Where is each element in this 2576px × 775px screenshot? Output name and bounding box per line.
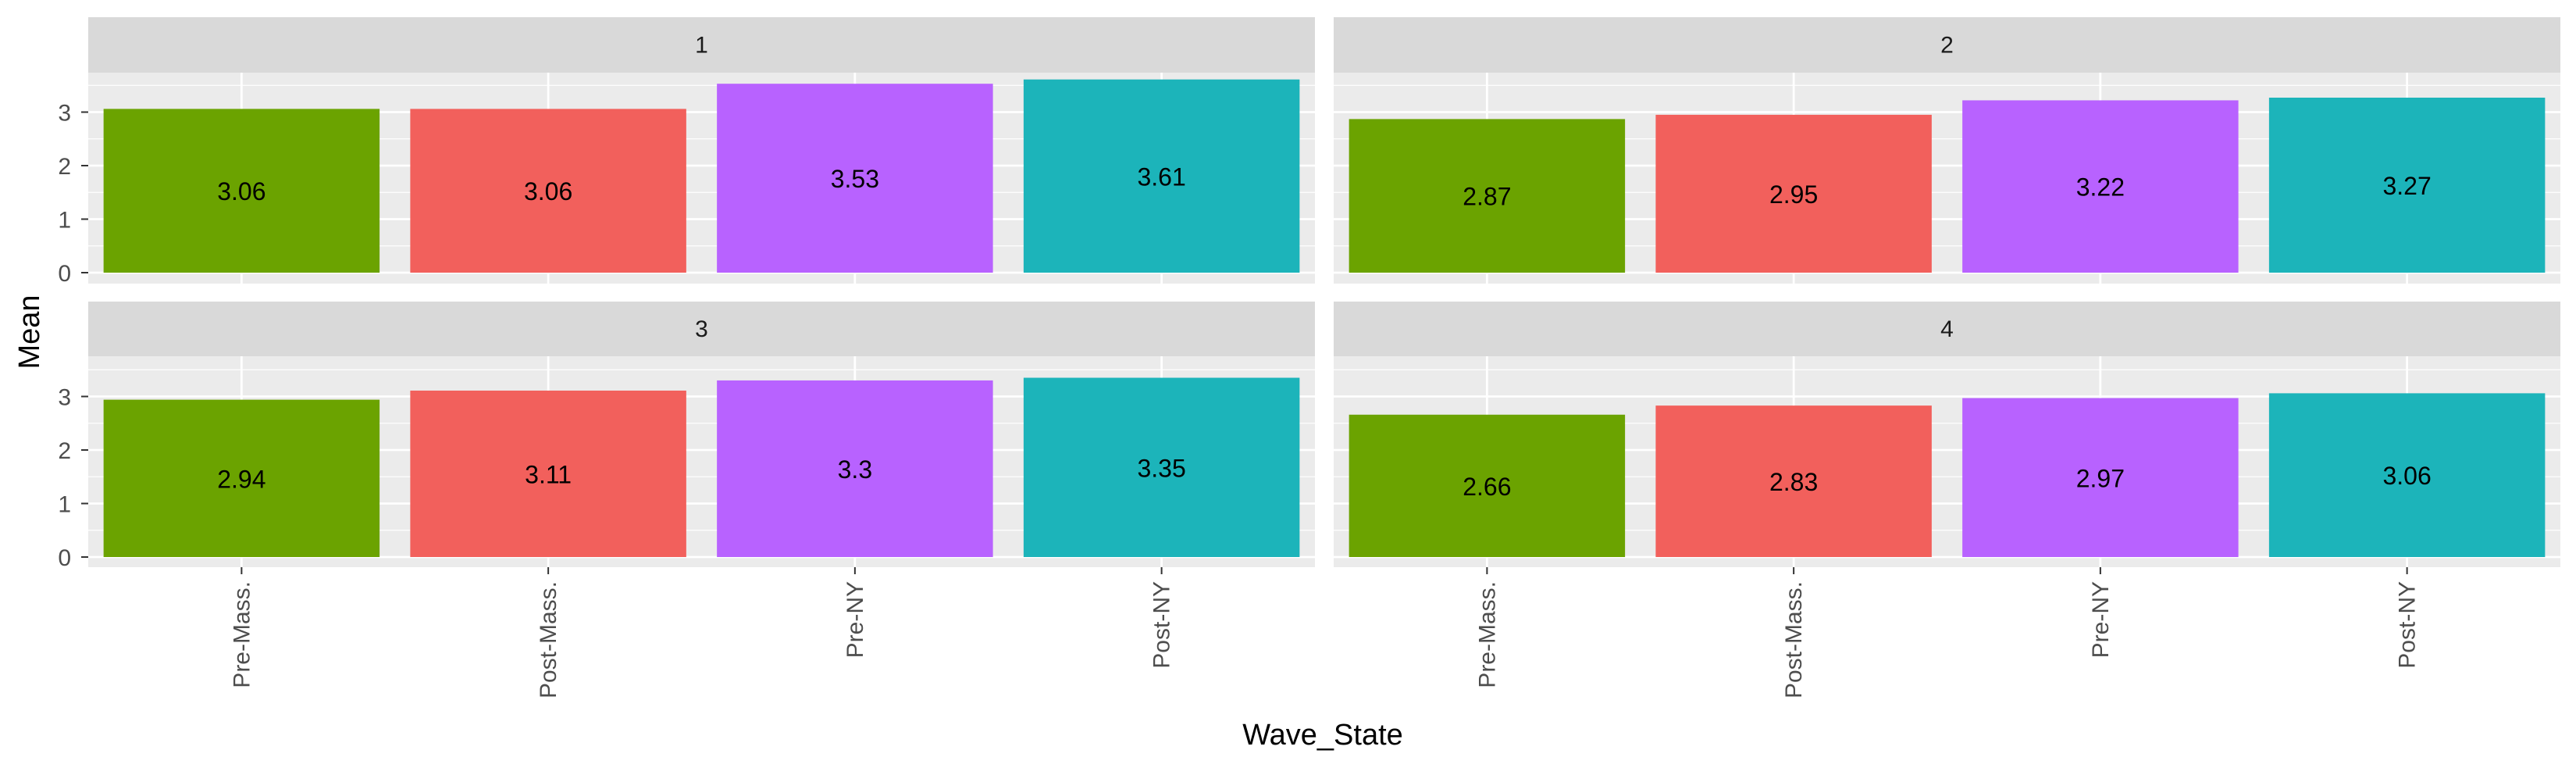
bar-pre-ny <box>1962 398 2239 557</box>
x-tick-label: Post-NY <box>1149 581 1175 669</box>
facet-strip-3 <box>88 302 1315 356</box>
y-tick-label: 2 <box>58 154 71 180</box>
x-tick-label: Post-Mass. <box>1781 581 1807 698</box>
y-tick-label: 1 <box>58 208 71 234</box>
bar-post-mass <box>1655 405 1932 557</box>
bar-value-label: 3.11 <box>525 460 572 488</box>
bar-pre-mass <box>1349 414 1626 557</box>
y-tick-label: 0 <box>58 261 71 287</box>
x-tick-label: Pre-NY <box>2088 581 2114 658</box>
bar-pre-mass <box>103 109 380 273</box>
bar-post-ny <box>1023 79 1300 273</box>
bar-pre-ny <box>717 84 993 273</box>
bar-value-label: 3.06 <box>217 177 265 205</box>
bar-value-label: 2.95 <box>1769 180 1818 209</box>
bar-pre-mass <box>1349 119 1626 273</box>
bar-value-label: 2.66 <box>1463 473 1511 501</box>
facet-label: 4 <box>1940 316 1954 342</box>
facet-strip-2 <box>1334 17 2560 73</box>
facet-label: 3 <box>695 316 708 342</box>
y-tick-label: 3 <box>58 385 71 411</box>
facet-label: 2 <box>1940 33 1954 59</box>
bar-value-label: 2.83 <box>1769 468 1818 496</box>
bar-value-label: 3.61 <box>1137 162 1185 191</box>
bar-post-ny <box>1023 377 1300 557</box>
x-tick-label: Pre-NY <box>843 581 868 658</box>
bar-value-label: 2.87 <box>1463 183 1511 211</box>
y-tick-label: 3 <box>58 101 71 127</box>
bar-value-label: 3.06 <box>524 177 572 205</box>
x-axis-title: Wave_State <box>1242 719 1403 752</box>
bar-value-label: 3.22 <box>2076 173 2125 202</box>
bar-value-label: 3.06 <box>2382 462 2431 490</box>
bar-value-label: 2.97 <box>2076 464 2125 492</box>
x-tick-label: Post-NY <box>2395 581 2421 669</box>
bar-pre-ny <box>1962 100 2239 273</box>
bar-value-label: 2.94 <box>217 465 265 493</box>
bar-value-label: 3.3 <box>838 455 872 484</box>
x-tick-label: Pre-Mass. <box>1474 581 1500 688</box>
y-axis-title: Mean <box>13 295 46 369</box>
bar-value-label: 3.35 <box>1137 454 1185 482</box>
bar-pre-ny <box>717 380 993 557</box>
bar-post-ny <box>2268 98 2546 273</box>
facet-label: 1 <box>695 33 708 59</box>
bar-post-mass <box>1655 114 1932 273</box>
bar-value-label: 3.53 <box>831 165 879 193</box>
bar-post-ny <box>2268 393 2546 557</box>
bar-value-label: 3.27 <box>2382 172 2431 200</box>
facet-strip-4 <box>1334 302 2560 356</box>
y-tick-label: 0 <box>58 545 71 571</box>
facet-strip-1 <box>88 17 1315 73</box>
bar-pre-mass <box>103 399 380 557</box>
bar-post-mass <box>410 109 686 273</box>
x-tick-label: Post-Mass. <box>536 581 561 698</box>
bar-post-mass <box>410 390 686 557</box>
x-tick-label: Pre-Mass. <box>229 581 255 688</box>
y-tick-label: 2 <box>58 438 71 464</box>
y-tick-label: 1 <box>58 492 71 518</box>
